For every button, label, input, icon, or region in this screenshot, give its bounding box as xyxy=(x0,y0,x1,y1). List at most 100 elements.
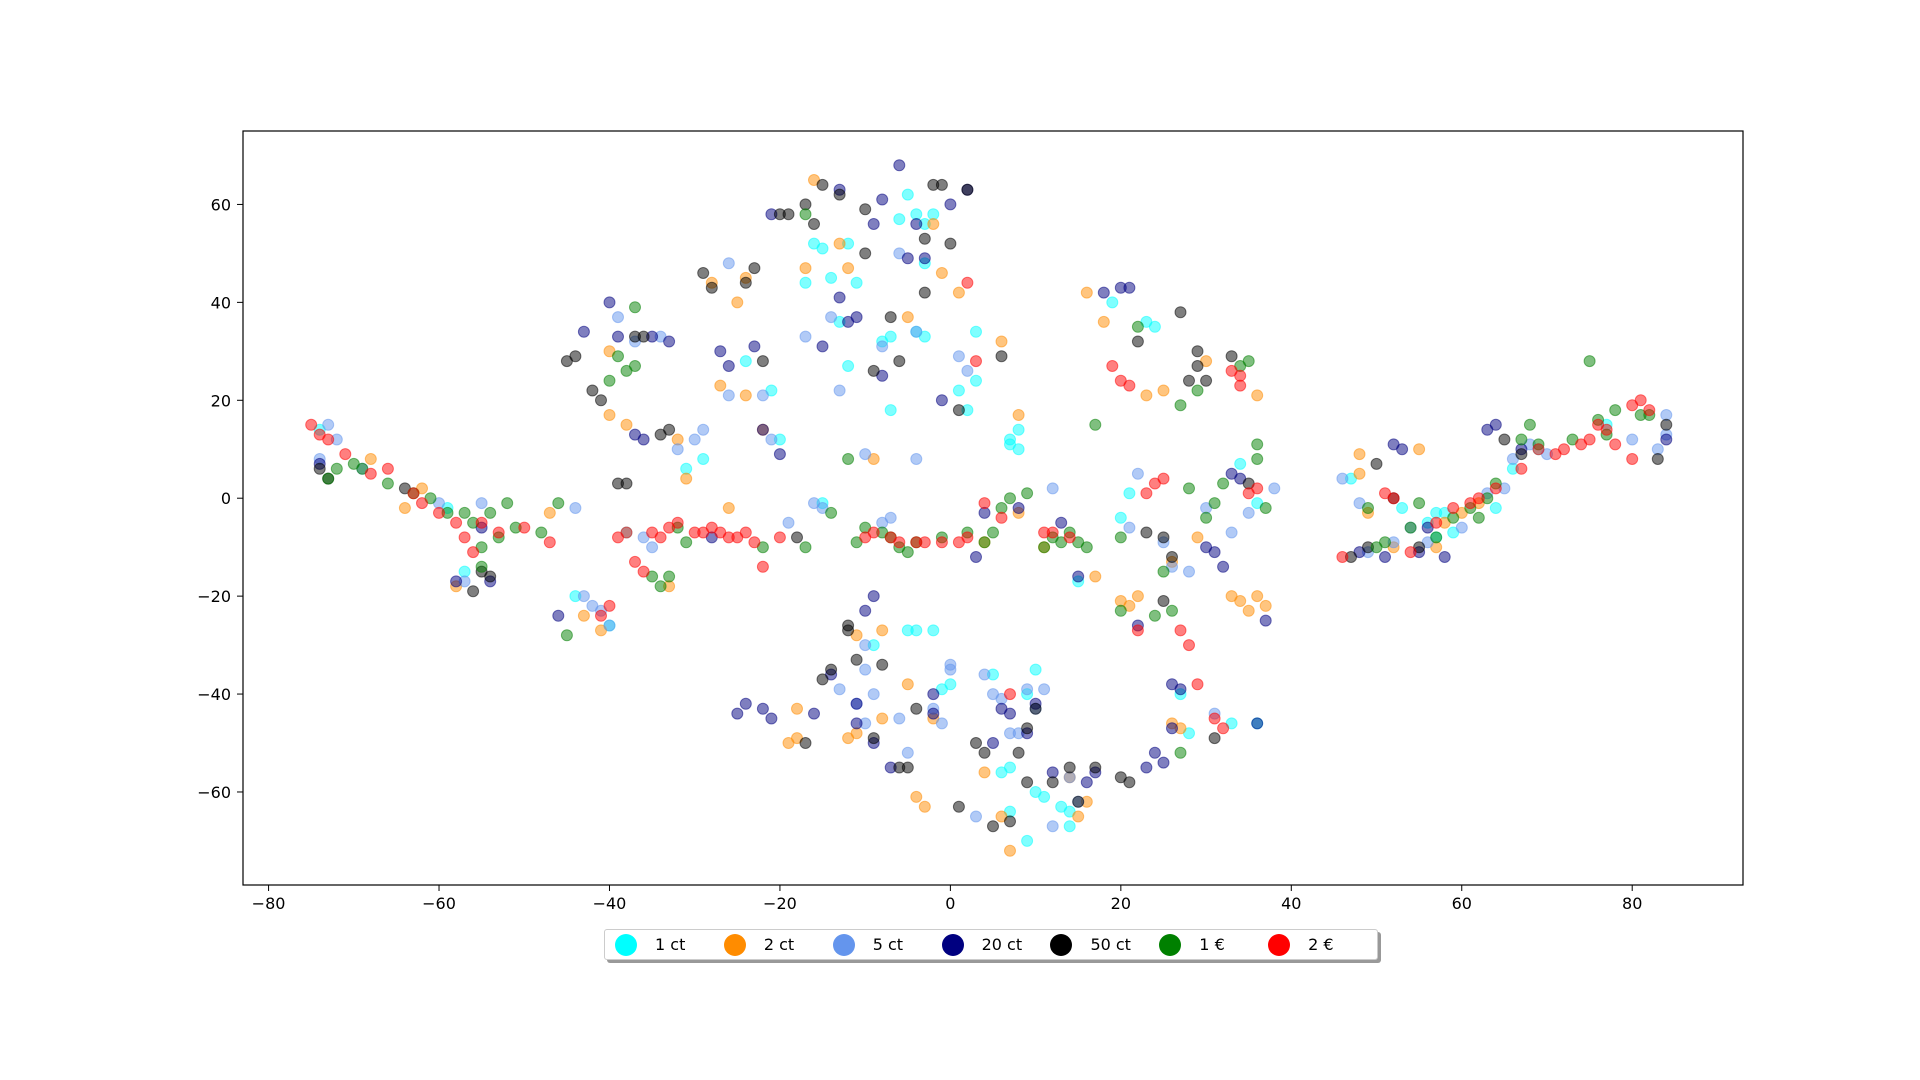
data-point xyxy=(1114,511,1127,524)
data-point xyxy=(330,462,343,475)
data-point xyxy=(1004,492,1016,505)
data-point xyxy=(1404,546,1417,559)
data-point xyxy=(876,712,889,725)
data-point xyxy=(381,462,394,475)
data-point xyxy=(961,364,974,377)
data-point xyxy=(1251,438,1264,451)
data-point xyxy=(1148,320,1161,333)
data-point xyxy=(1191,531,1204,544)
data-point xyxy=(1183,482,1195,495)
data-point xyxy=(1438,551,1451,563)
data-point xyxy=(799,541,812,554)
data-point xyxy=(1038,790,1051,803)
data-point xyxy=(1532,443,1545,456)
y-tick-label: −60 xyxy=(197,783,231,802)
data-point xyxy=(901,188,914,201)
data-point xyxy=(816,178,829,191)
data-point xyxy=(893,536,906,549)
data-point xyxy=(978,668,991,681)
data-point xyxy=(1626,453,1639,465)
data-point xyxy=(680,472,693,485)
series-3 xyxy=(313,159,1673,789)
data-point xyxy=(1191,384,1204,397)
data-point xyxy=(1489,482,1502,495)
data-point xyxy=(1114,604,1127,617)
data-point xyxy=(458,531,471,544)
data-point xyxy=(629,555,641,568)
data-point xyxy=(569,502,582,514)
data-point xyxy=(1251,717,1264,730)
data-point xyxy=(1046,482,1059,495)
data-point xyxy=(722,360,735,372)
data-point xyxy=(901,678,914,691)
data-point xyxy=(552,497,565,510)
series-1 xyxy=(364,174,1485,857)
data-point xyxy=(927,218,940,230)
data-point xyxy=(1140,487,1153,500)
data-point xyxy=(1259,502,1272,514)
x-tick-label: 60 xyxy=(1452,894,1472,913)
legend-item: 2 € xyxy=(1268,933,1377,956)
x-tick-label: 40 xyxy=(1281,894,1301,913)
data-point xyxy=(1174,399,1187,412)
series-0 xyxy=(313,188,1613,847)
data-point xyxy=(918,800,931,813)
data-point xyxy=(995,335,1008,348)
data-point xyxy=(1114,531,1127,544)
data-point xyxy=(893,213,906,226)
data-point xyxy=(910,218,923,230)
data-point xyxy=(1080,541,1093,554)
data-point xyxy=(961,276,974,289)
data-point xyxy=(1217,722,1230,735)
data-point xyxy=(833,683,846,696)
data-point xyxy=(1012,443,1025,456)
data-point xyxy=(1242,506,1255,519)
data-point xyxy=(501,497,514,510)
data-point xyxy=(756,702,769,715)
data-point xyxy=(620,526,633,539)
series-4 xyxy=(313,178,1673,833)
data-point xyxy=(850,717,863,730)
data-point xyxy=(859,203,872,216)
data-point xyxy=(1131,624,1144,637)
legend-marker-icon xyxy=(1159,933,1182,956)
x-tick-label: −20 xyxy=(763,894,797,913)
data-point xyxy=(620,477,633,490)
data-point xyxy=(1140,526,1153,539)
data-point xyxy=(714,345,727,358)
data-point xyxy=(799,208,812,221)
data-point xyxy=(1183,374,1195,387)
data-point xyxy=(1046,820,1059,833)
data-point xyxy=(978,766,991,779)
data-point xyxy=(416,497,428,510)
data-point xyxy=(1489,418,1502,431)
legend-marker-icon xyxy=(941,933,964,956)
data-point xyxy=(876,658,889,671)
data-point xyxy=(808,707,820,720)
data-point xyxy=(1012,409,1025,421)
series-6 xyxy=(305,276,1656,735)
data-point xyxy=(1200,374,1213,387)
data-point xyxy=(381,477,394,490)
data-point xyxy=(1046,526,1059,539)
data-point xyxy=(842,624,855,637)
data-point xyxy=(1396,443,1409,456)
legend-label: 1 ct xyxy=(655,935,686,954)
data-point xyxy=(1004,844,1016,857)
data-point xyxy=(1336,551,1349,563)
y-tick-label: −40 xyxy=(197,685,231,704)
data-point xyxy=(1217,560,1230,573)
data-point xyxy=(816,673,829,686)
data-point xyxy=(816,242,829,255)
data-point xyxy=(970,325,982,338)
data-point xyxy=(339,448,352,461)
data-point xyxy=(612,330,624,343)
data-point xyxy=(1012,746,1025,759)
data-point xyxy=(714,379,727,392)
data-point xyxy=(1515,433,1528,446)
data-point xyxy=(970,737,982,749)
data-point xyxy=(825,663,838,676)
data-point xyxy=(467,585,480,598)
data-point xyxy=(1583,433,1596,446)
data-point xyxy=(1097,315,1110,328)
